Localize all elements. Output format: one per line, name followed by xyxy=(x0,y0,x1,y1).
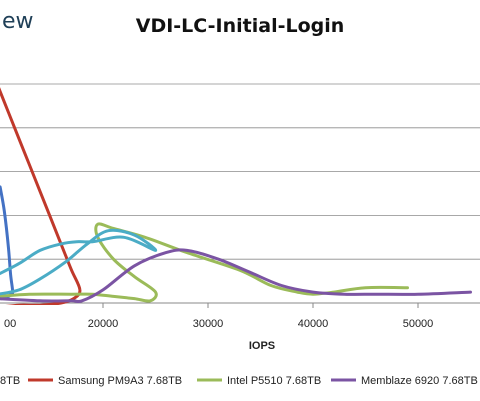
x-tick-label-3: 50000 xyxy=(403,318,434,330)
x-axis-label: IOPS xyxy=(249,340,275,352)
brand-logo-fragment: ew xyxy=(2,9,34,34)
chart-title: VDI-LC-Initial-Login xyxy=(136,15,345,37)
x-tick-label-2: 40000 xyxy=(298,318,329,330)
legend: 8TB Samsung PM9A3 7.68TB Intel P5510 7.68T… xyxy=(0,375,478,387)
series-line-1 xyxy=(0,87,82,305)
x-tick-label-1: 30000 xyxy=(193,318,224,330)
series-line-0 xyxy=(0,185,15,300)
legend-label-0: 8TB xyxy=(0,375,20,387)
x-ticks: 20000 30000 40000 50000 xyxy=(88,303,434,330)
series-line-2 xyxy=(0,222,409,303)
series-line-4 xyxy=(0,228,158,296)
x-tick-label-partial: 00 xyxy=(4,318,16,330)
series-line-3 xyxy=(0,248,472,304)
gridlines xyxy=(0,83,480,260)
plot-area xyxy=(0,87,472,305)
x-tick-label-0: 20000 xyxy=(88,318,119,330)
legend-label-3: Memblaze 6920 7.68TB xyxy=(361,375,478,387)
legend-label-2: Intel P5510 7.68TB xyxy=(227,375,321,387)
legend-label-1: Samsung PM9A3 7.68TB xyxy=(58,375,182,387)
